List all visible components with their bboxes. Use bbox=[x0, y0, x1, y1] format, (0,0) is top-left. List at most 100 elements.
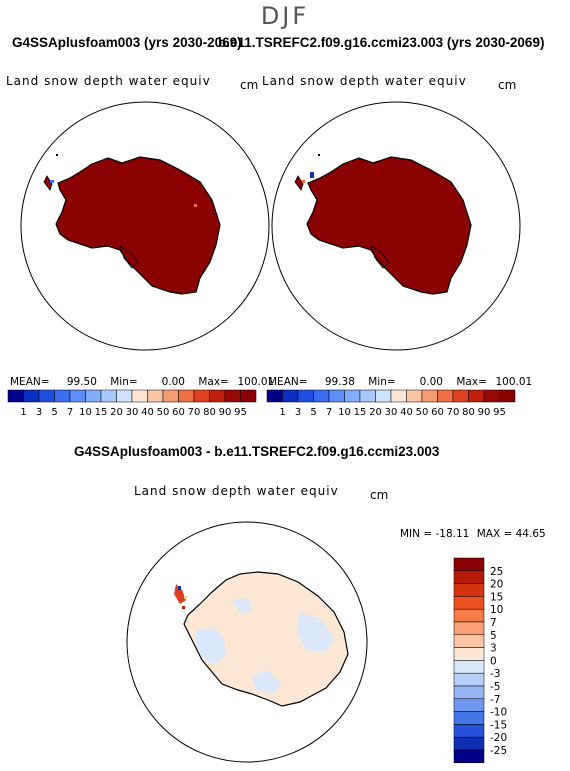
panel2-colorbar-swatch-6 bbox=[359, 389, 376, 403]
panel2-colorbar-tick-11: 70 bbox=[447, 407, 460, 418]
panel2-colorbar-swatch-8 bbox=[390, 389, 407, 403]
panel2-colorbar-tick-7: 30 bbox=[385, 407, 398, 418]
panel1-colorbar-swatch-7 bbox=[116, 389, 133, 403]
panel1-stats: MEAN= 99.50 Min= 0.00 Max= 100.01 bbox=[10, 376, 274, 388]
panel1-colorbar-swatch-13 bbox=[209, 389, 226, 403]
panel2-colorbar-swatch-4 bbox=[328, 389, 345, 403]
panel1-min-label: Min= bbox=[110, 376, 138, 388]
diff-colorbar-swatch-6 bbox=[453, 634, 485, 648]
panel2-colorbar-swatch-0 bbox=[266, 389, 283, 403]
panel1-max-label: Max= bbox=[198, 376, 229, 388]
panel2-colorbar-swatch-12 bbox=[452, 389, 469, 403]
diff-colorbar-swatch-4 bbox=[453, 608, 485, 623]
panel1-colorbar-swatch-14 bbox=[224, 389, 241, 403]
diff-colorbar-swatch-2 bbox=[453, 583, 485, 597]
panel1-colorbar-swatch-2 bbox=[38, 389, 55, 403]
panel1-colorbar-tick-13: 90 bbox=[219, 407, 232, 418]
diff-colorbar-tick-9: -5 bbox=[490, 681, 500, 693]
diff-colorbar-tick-6: 3 bbox=[490, 643, 497, 655]
panel1-colorbar: 1 3 5 7 10 15 20 30 40 50 60 70 80 90 95 bbox=[7, 389, 257, 418]
panel2-colorbar-tick-4: 10 bbox=[338, 407, 351, 418]
diff-colorbar-tick-4: 7 bbox=[490, 617, 497, 629]
panel1-colorbar-tick-3: 7 bbox=[67, 407, 73, 418]
panel2-colorbar-swatch-11 bbox=[437, 389, 454, 403]
panel2-units: cm bbox=[498, 78, 517, 92]
diff-colorbar-swatch-9 bbox=[453, 672, 485, 687]
panel1-colorbar-tick-1: 3 bbox=[36, 407, 42, 418]
diff-max-label: MAX = bbox=[476, 528, 513, 540]
panel1-colorbar-swatch-5 bbox=[85, 389, 102, 403]
panel1-colorbar-swatch-3 bbox=[54, 389, 71, 403]
panel1-mean-value: 99.50 bbox=[66, 376, 97, 388]
panel1-units: cm bbox=[240, 78, 259, 92]
diff-colorbar-swatch-8 bbox=[453, 660, 485, 674]
diff-variable-label: Land snow depth water equiv bbox=[134, 484, 339, 498]
panel2-colorbar-swatch-1 bbox=[282, 389, 299, 403]
diff-colorbar-tick-10: -7 bbox=[490, 694, 500, 706]
panel2-colorbar-tick-2: 5 bbox=[310, 407, 316, 418]
diff-antarctica bbox=[174, 571, 349, 707]
diff-minmax: MIN = -18.11 MAX = 44.65 bbox=[400, 528, 546, 540]
panel2-colorbar-swatch-13 bbox=[468, 389, 485, 403]
panel1-colorbar-tick-0: 1 bbox=[20, 407, 26, 418]
diff-colorbar-tick-3: 10 bbox=[490, 604, 503, 616]
panel2-mean-value: 99.38 bbox=[324, 376, 355, 388]
panel1-colorbar-swatch-12 bbox=[193, 389, 210, 403]
diff-max-value: 44.65 bbox=[515, 528, 546, 540]
diff-colorbar-tick-12: -15 bbox=[490, 719, 507, 731]
panel2-mean-label: MEAN= bbox=[268, 376, 308, 388]
panel1-colorbar-swatch-4 bbox=[69, 389, 86, 403]
panel1-colorbar-tick-9: 50 bbox=[157, 407, 170, 418]
panel1-colorbar-tick-5: 15 bbox=[95, 407, 108, 418]
panel2-colorbar-tick-5: 15 bbox=[354, 407, 367, 418]
diff-colorbar-swatch-14 bbox=[453, 736, 485, 751]
panel1-colorbar-swatch-15 bbox=[240, 389, 257, 403]
panel2-colorbar-tick-13: 90 bbox=[478, 407, 491, 418]
season-title: DJF bbox=[260, 2, 310, 30]
panel1-colorbar-tick-2: 5 bbox=[51, 407, 57, 418]
diff-colorbar-tick-13: -20 bbox=[490, 732, 507, 744]
panel1-colorbar-tick-12: 80 bbox=[203, 407, 216, 418]
diff-colorbar-swatch-5 bbox=[453, 621, 485, 636]
diff-colorbar-swatch-12 bbox=[453, 711, 485, 725]
panel1-colorbar-swatch-10 bbox=[162, 389, 179, 403]
panel2-colorbar-swatch-5 bbox=[344, 389, 361, 403]
diff-colorbar-swatch-15 bbox=[453, 749, 485, 764]
panel1-colorbar-swatch-8 bbox=[131, 389, 148, 403]
panel2-colorbar-swatch-7 bbox=[375, 389, 392, 403]
panel2-colorbar-tick-1: 3 bbox=[295, 407, 301, 418]
panel1-colorbar-swatch-1 bbox=[23, 389, 40, 403]
panel1-colorbar-tick-8: 40 bbox=[141, 407, 154, 418]
panel1-colorbar-tick-7: 30 bbox=[126, 407, 139, 418]
panel1-colorbar-tick-11: 70 bbox=[188, 407, 201, 418]
diff-colorbar-swatch-7 bbox=[453, 647, 485, 661]
diff-colorbar-tick-8: -3 bbox=[490, 668, 500, 680]
panel2-max-value: 100.01 bbox=[495, 376, 533, 388]
diff-units: cm bbox=[370, 488, 389, 502]
panel2-colorbar-tick-6: 20 bbox=[369, 407, 382, 418]
diff-colorbar-tick-11: -10 bbox=[490, 707, 507, 719]
panel2-variable-label: Land snow depth water equiv bbox=[262, 74, 467, 88]
panel2-min-value: 0.00 bbox=[419, 376, 443, 388]
diff-min-value: -18.11 bbox=[435, 528, 470, 540]
diff-colorbar-tick-2: 15 bbox=[490, 591, 503, 603]
panel2-colorbar-swatch-14 bbox=[483, 389, 500, 403]
panel1-colorbar-tick-14: 95 bbox=[234, 407, 247, 418]
panel1-antarctica bbox=[43, 154, 221, 295]
diff-min-label: MIN = bbox=[400, 528, 433, 540]
panel2-colorbar-tick-9: 50 bbox=[416, 407, 429, 418]
panel1-mean-label: MEAN= bbox=[10, 376, 50, 388]
diff-colorbar-swatch-11 bbox=[453, 698, 485, 712]
panel2-colorbar-swatch-3 bbox=[313, 389, 330, 403]
panel2-title: b.e11.TSREFC2.f09.g16.ccmi23.003 (yrs 20… bbox=[218, 35, 545, 50]
panel1-max-value: 100.01 bbox=[237, 376, 275, 388]
panel2-colorbar-swatch-2 bbox=[297, 389, 314, 403]
panel2-colorbar-swatch-15 bbox=[499, 389, 516, 403]
panel1-colorbar-tick-4: 10 bbox=[79, 407, 92, 418]
diff-colorbar-swatch-1 bbox=[453, 570, 485, 584]
panel2-colorbar-tick-3: 7 bbox=[326, 407, 332, 418]
diff-colorbar-tick-0: 25 bbox=[490, 566, 503, 578]
diff-colorbar-swatch-13 bbox=[453, 724, 485, 738]
